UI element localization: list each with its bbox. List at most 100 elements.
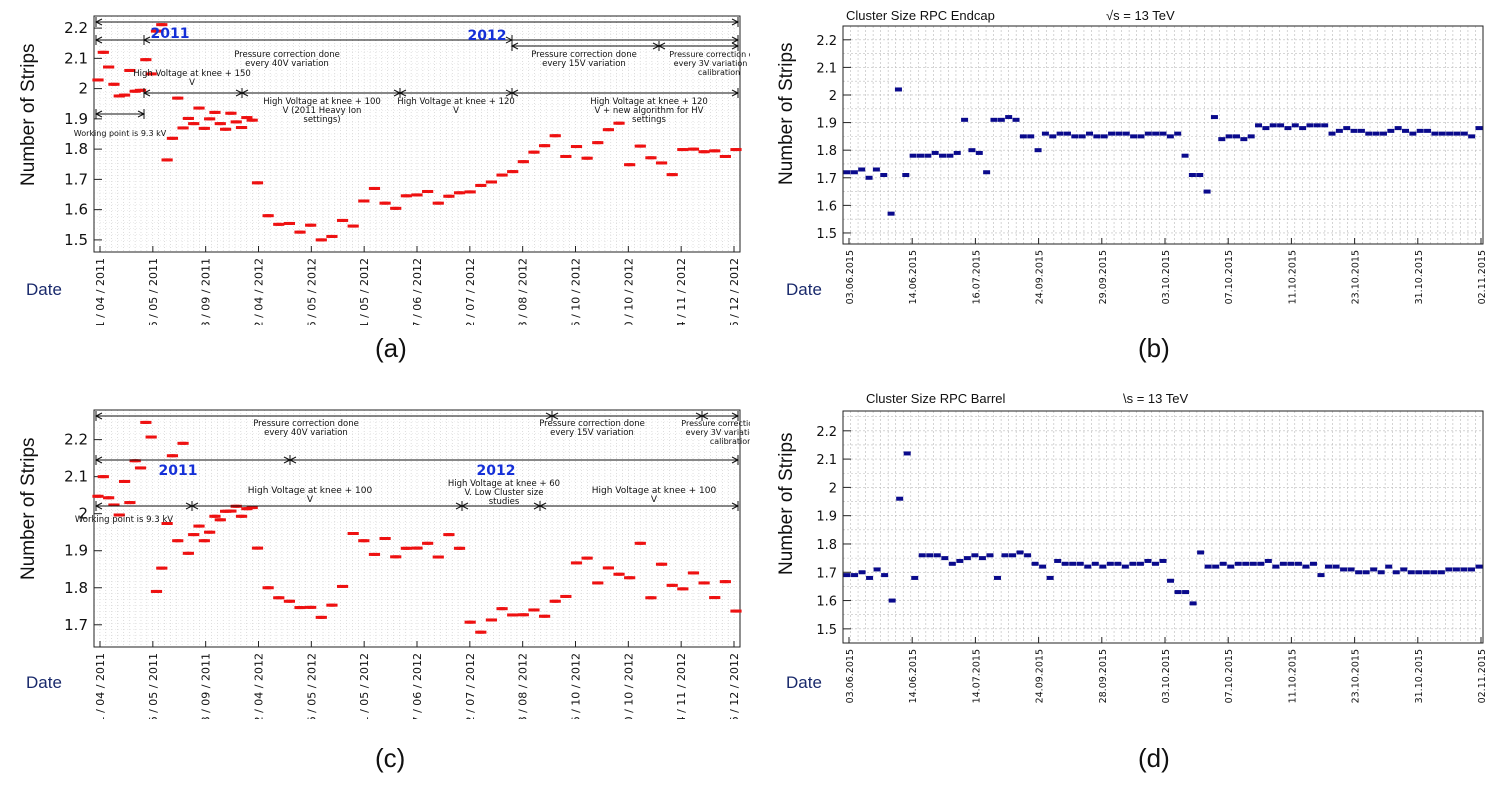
data-point (427, 541, 434, 545)
data-point (352, 532, 359, 536)
data-point (851, 573, 859, 578)
data-point (714, 596, 721, 600)
y-axis-label: Number of Strips (776, 432, 797, 575)
data-point (858, 570, 866, 575)
x-tick-label: 28.09.2015 (1098, 649, 1109, 703)
data-point (1086, 131, 1094, 136)
data-point (990, 117, 998, 122)
caption-a: (a) (375, 333, 407, 363)
data-point (1372, 131, 1380, 136)
data-point (161, 566, 168, 570)
data-point (166, 158, 173, 162)
data-point (1061, 561, 1069, 566)
data-point (1317, 573, 1325, 578)
grid (842, 411, 1484, 644)
data-point (182, 126, 189, 130)
data-point (512, 613, 519, 617)
data-point (459, 546, 466, 550)
data-point (650, 156, 657, 160)
data-point (1151, 561, 1159, 566)
x-tick-label: 08 / 09 / 2011 (200, 653, 213, 719)
data-point (1294, 561, 1302, 566)
x-tick-label: 16 / 05 / 2011 (147, 653, 160, 719)
data-point (1108, 131, 1116, 136)
data-point (395, 555, 402, 559)
data-point (299, 230, 306, 234)
data-point (331, 603, 338, 607)
data-point (682, 148, 689, 152)
data-point (909, 153, 917, 158)
date-label: Date (786, 673, 822, 692)
data-point (1024, 553, 1032, 558)
data-point (1379, 131, 1387, 136)
data-point (1306, 123, 1314, 128)
data-point (1016, 550, 1024, 555)
caption-b: (b) (1138, 333, 1170, 363)
data-point (129, 501, 136, 505)
data-point (289, 221, 295, 225)
y-tick-label: 1.8 (816, 144, 837, 159)
data-point (576, 145, 583, 149)
data-point (352, 224, 359, 228)
data-point (241, 514, 248, 518)
data-point (182, 441, 189, 445)
data-point (214, 514, 221, 518)
x-tick-label: 07 / 06 / 2012 (411, 258, 424, 325)
data-point (342, 218, 349, 222)
data-point (1041, 131, 1049, 136)
x-tick-label: 28 / 08 / 2012 (517, 258, 530, 325)
data-point (1332, 564, 1340, 569)
data-point (246, 116, 253, 120)
data-point (1452, 567, 1460, 572)
data-point (1460, 131, 1468, 136)
data-point (363, 539, 370, 543)
data-point (1370, 567, 1378, 572)
data-point (618, 572, 625, 576)
x-tick-label: 24.09.2015 (1035, 649, 1046, 703)
data-point (522, 613, 529, 617)
y-axis-label: Number of Strips (18, 43, 39, 186)
y-tick-label: 1.7 (64, 170, 88, 188)
annotation: every 3V variation + α (686, 428, 750, 437)
annotation: calibration (710, 437, 750, 446)
annotation: every 15V variation (550, 428, 634, 438)
data-point (661, 562, 668, 566)
x-tick-label: 07 / 06 / 2012 (411, 653, 424, 719)
data-point (586, 156, 593, 160)
data-point (230, 111, 237, 115)
data-point (289, 599, 295, 603)
data-point (576, 561, 583, 565)
data-point (1355, 570, 1363, 575)
data-point (1475, 126, 1483, 131)
data-point (1385, 564, 1393, 569)
x-tick-label: 29.09.2015 (1098, 250, 1109, 304)
data-point (903, 451, 911, 456)
y-axis-label: Number of Strips (776, 42, 797, 185)
data-point (946, 153, 954, 158)
x-tick-label: 21 / 04 / 2011 (94, 258, 107, 325)
chart-title: Cluster Size RPC Barrel (866, 391, 1006, 406)
data-point (97, 494, 104, 498)
data-point (1422, 570, 1430, 575)
data-point (374, 552, 381, 556)
data-point (533, 608, 540, 612)
data-point (978, 556, 986, 561)
data-point (948, 561, 956, 566)
data-point (629, 163, 636, 167)
data-point (97, 78, 104, 82)
annotation: V (189, 78, 195, 88)
x-tick-label: 23.10.2015 (1351, 649, 1362, 703)
data-point (1144, 131, 1152, 136)
data-point (1137, 134, 1145, 139)
data-series (843, 451, 1483, 606)
y-tick-label: 1.9 (816, 510, 837, 525)
x-tick-label: 16 / 05 / 2011 (147, 258, 160, 325)
chart-d: 1.5 1.6 1.7 1.8 1.9 2 2.1 2.2 03.06.2015 14.06.20… (816, 410, 1488, 703)
plot-frame (842, 25, 1484, 245)
data-point (416, 546, 423, 550)
chart-a: 1.5 1.6 1.7 1.8 1.9 2 2.1 2.2 21 / 04 / 2011 16 /… (64, 15, 750, 325)
data-point (1091, 561, 1099, 566)
data-point (384, 537, 391, 541)
data-point (843, 573, 851, 578)
data-point (1225, 134, 1233, 139)
